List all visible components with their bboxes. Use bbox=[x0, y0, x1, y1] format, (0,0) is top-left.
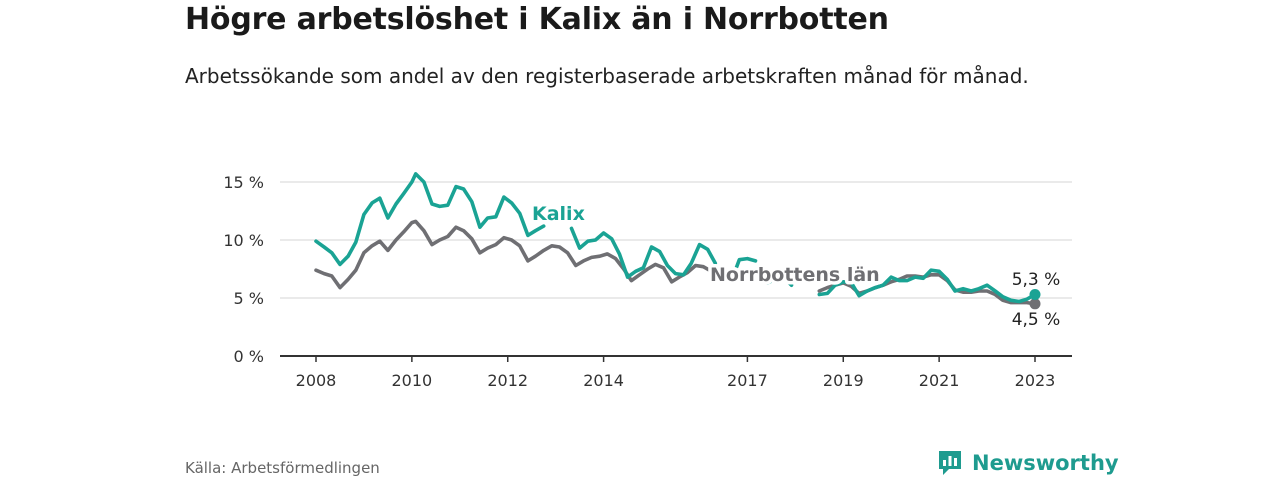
end-label-kalix: 5,3 % bbox=[1012, 270, 1061, 290]
brand-logo[interactable]: Newsworthy bbox=[937, 449, 1119, 477]
series-line-kalix bbox=[817, 268, 1037, 304]
series-layer bbox=[314, 172, 1041, 310]
chart-subtitle: Arbetssökande som andel av den registerb… bbox=[185, 64, 1029, 88]
brand-name: Newsworthy bbox=[972, 451, 1119, 475]
series-line-norrbotten bbox=[314, 219, 714, 290]
x-tick-label: 2008 bbox=[296, 371, 337, 390]
series-line-kalix bbox=[569, 226, 718, 279]
end-label-norrbotten: 4,5 % bbox=[1012, 310, 1061, 330]
y-tick-label: 0 % bbox=[234, 347, 264, 366]
series-line-kalix bbox=[725, 256, 758, 275]
y-tick-label: 15 % bbox=[223, 173, 264, 192]
series-label-norrbotten-halo: Norrbottens län bbox=[710, 264, 880, 286]
series-label-kalix: Kalix bbox=[532, 203, 585, 225]
series-label-norrbotten: Norrbottens län bbox=[710, 264, 880, 286]
source-note: Källa: Arbetsförmedlingen bbox=[185, 459, 380, 477]
axis-layer: 0 % 5 % 10 % 15 % 2008 2010 2012 2014 2017 2019 20… bbox=[223, 173, 1072, 390]
end-point-norrbotten bbox=[1029, 298, 1041, 310]
x-tick-label: 2017 bbox=[727, 371, 768, 390]
x-tick-label: 2010 bbox=[392, 371, 433, 390]
x-tick-label: 2019 bbox=[823, 371, 864, 390]
end-point-kalix bbox=[1029, 289, 1041, 301]
bar-chart-icon bbox=[939, 451, 961, 475]
series-line-kalix bbox=[314, 172, 546, 267]
x-tick-label: 2021 bbox=[919, 371, 960, 390]
y-tick-label: 5 % bbox=[234, 289, 264, 308]
series-line-kalix bbox=[765, 275, 794, 287]
x-tick-label: 2014 bbox=[583, 371, 624, 390]
series-label-kalix-halo: Kalix bbox=[532, 203, 585, 225]
x-tick-label: 2023 bbox=[1015, 371, 1056, 390]
chart-title: Högre arbetslöshet i Kalix än i Norrbott… bbox=[185, 2, 889, 37]
x-tick-label: 2012 bbox=[487, 371, 528, 390]
y-tick-label: 10 % bbox=[223, 231, 264, 250]
